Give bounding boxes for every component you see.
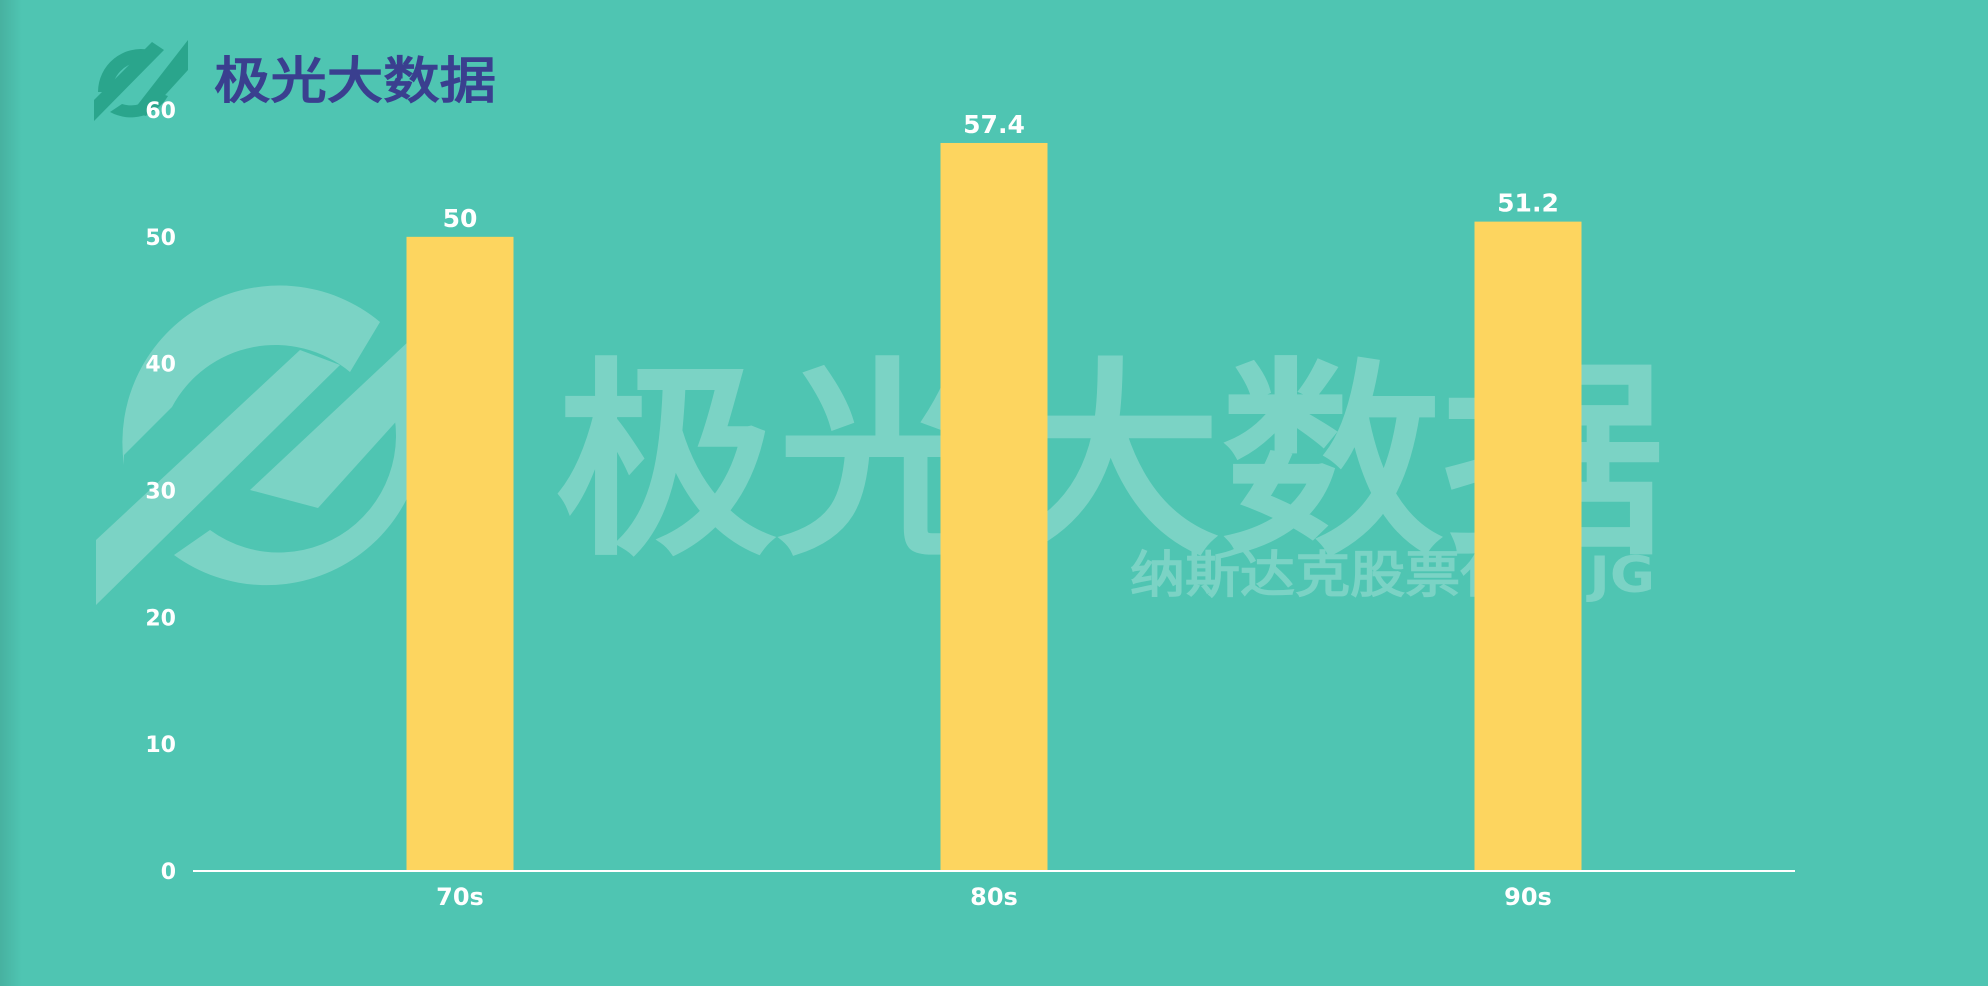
y-tick-label: 10 (145, 733, 176, 758)
y-tick-label: 0 (161, 860, 176, 885)
y-tick-label: 40 (145, 353, 176, 378)
y-tick-label: 50 (145, 226, 176, 251)
left-edge-shade (0, 0, 22, 986)
value-labels: 50 57.4 51.2 (443, 110, 1559, 233)
data-label-90s: 51.2 (1497, 189, 1559, 218)
y-tick-label: 20 (145, 606, 176, 631)
bar-90s (1474, 221, 1582, 871)
data-label-70s: 50 (443, 204, 478, 233)
bar-80s (940, 142, 1048, 871)
y-axis-ticks: 0 10 20 30 40 50 60 (145, 99, 176, 885)
data-label-80s: 57.4 (963, 110, 1025, 139)
y-tick-label: 30 (145, 480, 176, 505)
y-tick-label: 60 (145, 99, 176, 124)
x-axis-labels: 70s 80s 90s (436, 883, 1552, 911)
watermark: 极光大数据 纳斯达克股票代码 JG (96, 285, 1665, 605)
bar-70s (406, 236, 514, 872)
x-tick-label-70s: 70s (436, 883, 484, 911)
x-tick-label-80s: 80s (970, 883, 1018, 911)
bars (406, 142, 1582, 872)
jiguang-logo-icon (94, 40, 188, 121)
brand-logo: 极光大数据 (94, 40, 496, 121)
x-tick-label-90s: 90s (1504, 883, 1552, 911)
brand-name: 极光大数据 (214, 52, 496, 110)
watermark-logo-icon (96, 285, 424, 605)
